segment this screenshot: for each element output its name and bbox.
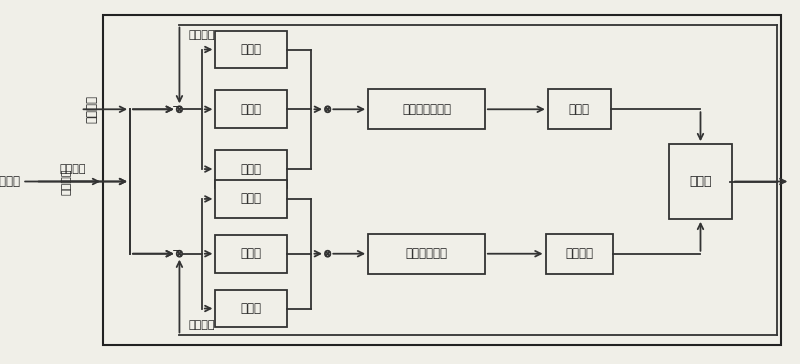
Bar	[669, 144, 732, 219]
Text: 步进电机: 步进电机	[566, 247, 594, 260]
Text: −: −	[172, 102, 181, 112]
Text: 目标转速: 目标转速	[60, 163, 86, 174]
Bar	[215, 90, 287, 128]
Bar	[548, 89, 610, 129]
Text: 微分项: 微分项	[241, 163, 262, 175]
Bar	[215, 235, 287, 273]
Text: 实际转速: 实际转速	[189, 320, 215, 331]
Bar	[215, 180, 287, 218]
Bar	[215, 290, 287, 328]
Text: 微分项: 微分项	[241, 302, 262, 315]
Bar	[215, 31, 287, 68]
Text: 目标转速: 目标转速	[62, 168, 72, 195]
Text: 目标转速: 目标转速	[0, 175, 21, 188]
Bar	[368, 234, 485, 274]
Text: 实际转速: 实际转速	[189, 29, 215, 40]
Circle shape	[177, 251, 182, 257]
Circle shape	[325, 106, 330, 112]
Circle shape	[325, 251, 330, 257]
Bar	[546, 234, 613, 274]
Bar	[215, 150, 287, 188]
Text: 电机动作步长: 电机动作步长	[406, 247, 447, 260]
Text: 积分项: 积分项	[241, 103, 262, 116]
Text: 比例项: 比例项	[241, 193, 262, 205]
Bar	[368, 89, 485, 129]
Text: 天然气喷射脉宽: 天然气喷射脉宽	[402, 103, 451, 116]
Text: 喷射阀: 喷射阀	[569, 103, 590, 116]
Circle shape	[177, 106, 182, 112]
Text: −: −	[172, 246, 181, 256]
Text: 目标转速: 目标转速	[85, 95, 98, 123]
Text: 发动机: 发动机	[690, 175, 712, 188]
Text: 积分项: 积分项	[241, 247, 262, 260]
Text: 比例项: 比例项	[241, 43, 262, 56]
